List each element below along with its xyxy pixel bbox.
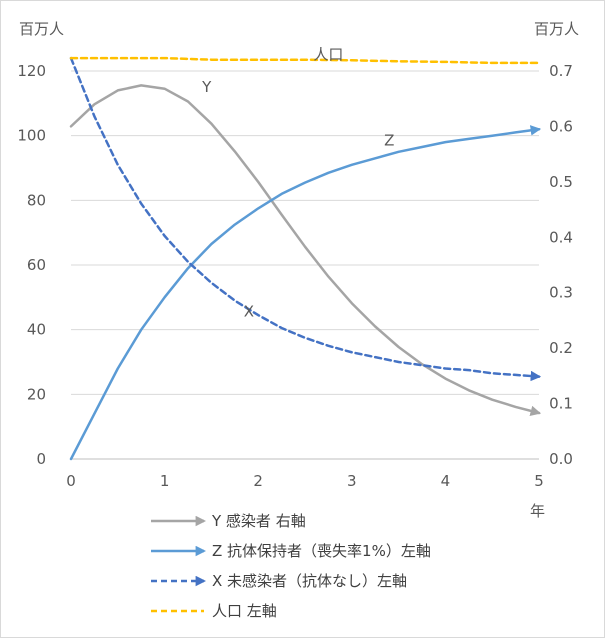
series-line	[69, 56, 541, 65]
right-tick-label: 0.1	[549, 395, 573, 413]
gridlines	[71, 70, 539, 460]
legend-label: X 未感染者（抗体なし）左軸	[212, 572, 407, 590]
left-tick-label: 0	[36, 450, 46, 468]
chart-annotation: Z	[384, 131, 394, 149]
series-lines	[69, 56, 542, 461]
left-axis-unit: 百万人	[19, 20, 64, 38]
right-tick-label: 0.2	[549, 339, 573, 357]
legend-label: 人口 左軸	[212, 602, 277, 620]
chart-annotation: X	[244, 303, 254, 321]
chart-annotation: 人口	[313, 46, 343, 64]
series-line	[69, 125, 542, 461]
x-tick-label: 4	[441, 472, 451, 490]
x-tick-label: 2	[253, 472, 263, 490]
series-line	[69, 56, 542, 382]
annotations: 人口 Y Z X	[201, 46, 394, 321]
right-tick-label: 0.0	[549, 450, 573, 468]
left-tick-label: 60	[27, 256, 46, 274]
right-tick-label: 0.6	[549, 117, 573, 135]
right-tick-label: 0.7	[549, 62, 573, 80]
right-axis-unit: 百万人	[534, 20, 579, 38]
chart-annotation: Y	[201, 78, 212, 96]
left-tick-label: 100	[17, 127, 46, 145]
legend-label: Y 感染者 右軸	[211, 512, 306, 530]
x-axis: 0 1 2 3 4 5	[66, 472, 544, 490]
left-axis: 0 20 40 60 80 100 120	[17, 62, 46, 468]
legend-label: Z 抗体保持者（喪失率1%）左軸	[212, 542, 431, 560]
x-tick-label: 5	[534, 472, 544, 490]
right-tick-label: 0.5	[549, 173, 573, 191]
x-tick-label: 1	[160, 472, 170, 490]
legend: Y 感染者 右軸 Z 抗体保持者（喪失率1%）左軸 X 未感染者（抗体なし）左軸人口…	[151, 512, 431, 620]
right-tick-label: 0.4	[549, 228, 573, 246]
left-tick-label: 120	[17, 62, 46, 80]
x-axis-unit: 年	[530, 502, 545, 520]
left-tick-label: 40	[27, 321, 46, 339]
left-tick-label: 20	[27, 385, 46, 403]
right-tick-label: 0.3	[549, 284, 573, 302]
x-tick-label: 3	[347, 472, 357, 490]
x-tick-label: 0	[66, 472, 76, 490]
right-axis: 0.0 0.1 0.2 0.3 0.4 0.5 0.6 0.7	[549, 62, 573, 468]
left-tick-label: 80	[27, 191, 46, 209]
series-line	[69, 84, 542, 416]
